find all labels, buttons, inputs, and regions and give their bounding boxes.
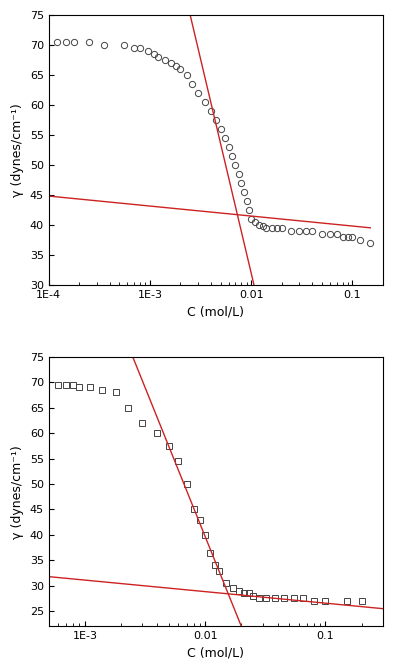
Y-axis label: γ (dynes/cm⁻¹): γ (dynes/cm⁻¹) [11, 103, 24, 197]
Y-axis label: γ (dynes/cm⁻¹): γ (dynes/cm⁻¹) [11, 445, 24, 539]
X-axis label: C (mol/L): C (mol/L) [187, 647, 244, 660]
X-axis label: C (mol/L): C (mol/L) [187, 305, 244, 318]
